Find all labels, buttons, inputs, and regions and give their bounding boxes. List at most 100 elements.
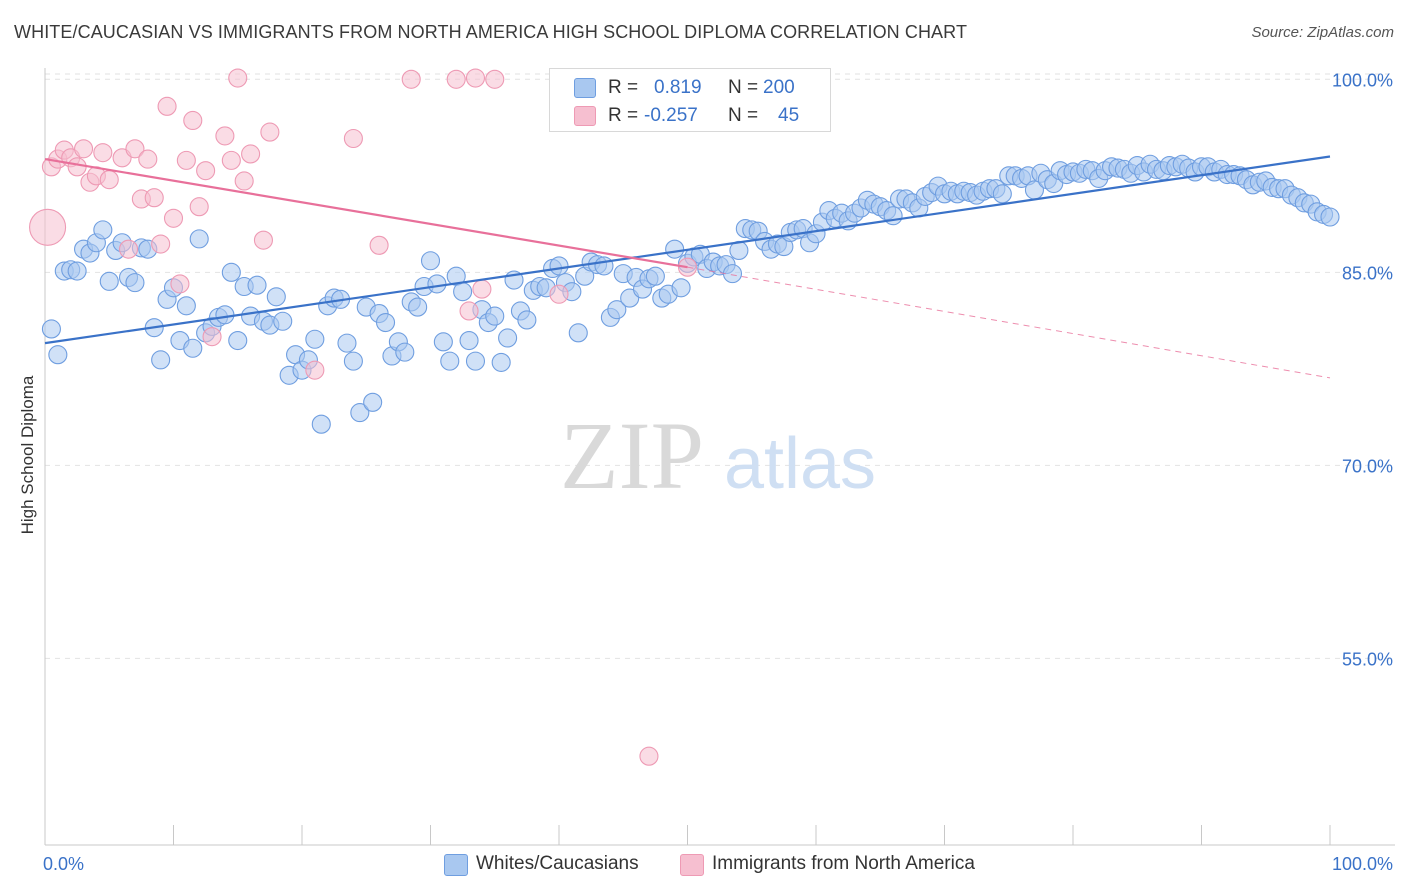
- immigrant-point: [176, 150, 196, 170]
- white-caucasian-point: [93, 220, 113, 240]
- white-caucasian-point: [465, 351, 486, 371]
- legend-row-whites: R = 0.819 N = 200: [550, 73, 830, 101]
- legend-r-label: R =: [608, 105, 639, 126]
- white-caucasian-point: [350, 403, 370, 423]
- legend-r-label: R =: [608, 77, 639, 98]
- immigrant-point: [215, 126, 235, 146]
- white-caucasian-point: [221, 262, 241, 282]
- immigrant-point: [67, 157, 87, 177]
- immigrant-point: [465, 68, 486, 88]
- immigrant-point: [343, 128, 363, 149]
- white-caucasian-point: [491, 352, 511, 372]
- trend-lines: [44, 155, 1331, 379]
- immigrant-point: [401, 69, 421, 89]
- immigrant-point: [189, 197, 209, 217]
- white-caucasian-point: [459, 330, 479, 351]
- white-caucasian-point: [311, 414, 331, 434]
- immigrant-point: [74, 139, 94, 159]
- white-caucasian-point: [549, 256, 569, 276]
- y-tick-label: 70.0%: [1342, 456, 1393, 476]
- legend-swatch-pink: [574, 106, 596, 126]
- white-caucasian-point: [498, 328, 518, 348]
- legend-swatch-pink: [680, 854, 704, 876]
- white-caucasian-point: [1320, 207, 1340, 227]
- white-caucasian-point: [363, 392, 383, 412]
- trend-line-immigrants: [44, 158, 688, 269]
- white-caucasian-point: [215, 305, 235, 325]
- white-caucasian-point: [485, 306, 505, 326]
- immigrant-point: [549, 284, 569, 304]
- immigrant-point: [118, 239, 139, 259]
- immigrant-point: [234, 171, 254, 191]
- white-caucasian-point: [433, 332, 453, 352]
- legend-n-label: N =: [728, 105, 759, 126]
- white-caucasian-point: [305, 329, 325, 349]
- white-caucasian-point: [125, 273, 145, 293]
- white-caucasian-point: [343, 351, 363, 371]
- immigrant-point: [99, 170, 119, 190]
- legend-label-whites: Whites/Caucasians: [476, 853, 639, 874]
- white-caucasian-point: [427, 274, 447, 294]
- white-caucasian-point: [41, 319, 61, 339]
- legend-n-value: 45: [778, 105, 800, 126]
- white-caucasian-point: [151, 350, 171, 370]
- white-caucasian-point: [594, 256, 614, 276]
- legend-label-immigrants: Immigrants from North America: [712, 853, 975, 874]
- immigrant-point: [151, 234, 171, 254]
- y-tick-label: 55.0%: [1342, 649, 1393, 669]
- immigrant-point: [485, 69, 505, 89]
- white-caucasian-point: [375, 312, 396, 333]
- white-caucasian-point: [408, 297, 428, 317]
- immigrant-point: [472, 279, 492, 299]
- watermark-zip: ZIP: [560, 402, 704, 509]
- white-caucasian-point: [517, 310, 537, 330]
- legend-r-value: 0.819: [654, 77, 702, 98]
- immigrant-point: [459, 301, 479, 321]
- white-caucasian-point: [665, 239, 685, 259]
- white-caucasian-point: [607, 300, 627, 320]
- x-tick-label-max: 100.0%: [1332, 854, 1393, 874]
- axes: [44, 68, 1395, 846]
- immigrant-point: [138, 149, 158, 169]
- white-caucasian-point: [189, 229, 209, 249]
- trend-line-whites: [44, 155, 1331, 345]
- immigrant-point: [93, 143, 113, 163]
- immigrant-point: [170, 274, 190, 294]
- immigrant-point: [144, 188, 164, 208]
- immigrant-point: [305, 360, 325, 380]
- data-points: [29, 68, 1340, 766]
- white-caucasian-point: [99, 271, 119, 291]
- y-tick-label: 100.0%: [1332, 70, 1393, 90]
- immigrant-point: [196, 161, 216, 181]
- immigrant-point: [369, 235, 389, 255]
- chart-title: WHITE/CAUCASIAN VS IMMIGRANTS FROM NORTH…: [14, 22, 968, 42]
- immigrant-point: [125, 139, 145, 159]
- legend-n-label: N =: [728, 77, 759, 98]
- immigrant-point: [260, 122, 280, 142]
- white-caucasian-point: [48, 345, 68, 365]
- white-caucasian-point: [722, 264, 743, 284]
- immigrant-point: [446, 69, 466, 89]
- legend-r-value: -0.257: [644, 105, 698, 126]
- y-tick-label: 85.0%: [1342, 263, 1393, 283]
- x-tick-label-min: 0.0%: [43, 854, 84, 874]
- white-caucasian-point: [453, 282, 473, 302]
- immigrant-point: [157, 96, 177, 116]
- immigrant-point: [221, 150, 241, 170]
- immigrant-point: [29, 208, 67, 246]
- white-caucasian-point: [395, 342, 415, 362]
- white-caucasian-point: [247, 275, 267, 295]
- legend-n-value: 200: [763, 77, 795, 98]
- white-caucasian-point: [273, 311, 293, 331]
- white-caucasian-point: [337, 333, 357, 353]
- immigrant-point: [163, 208, 184, 228]
- white-caucasian-point: [568, 323, 588, 343]
- legend-swatch-blue: [574, 78, 596, 98]
- white-caucasian-point: [671, 278, 691, 298]
- immigrant-point: [639, 746, 659, 766]
- tick-labels: 55.0% 70.0% 85.0% 100.0% 0.0% 100.0%: [43, 70, 1393, 874]
- white-caucasian-point: [67, 261, 87, 281]
- white-caucasian-point: [228, 330, 248, 351]
- white-caucasian-point: [420, 251, 441, 271]
